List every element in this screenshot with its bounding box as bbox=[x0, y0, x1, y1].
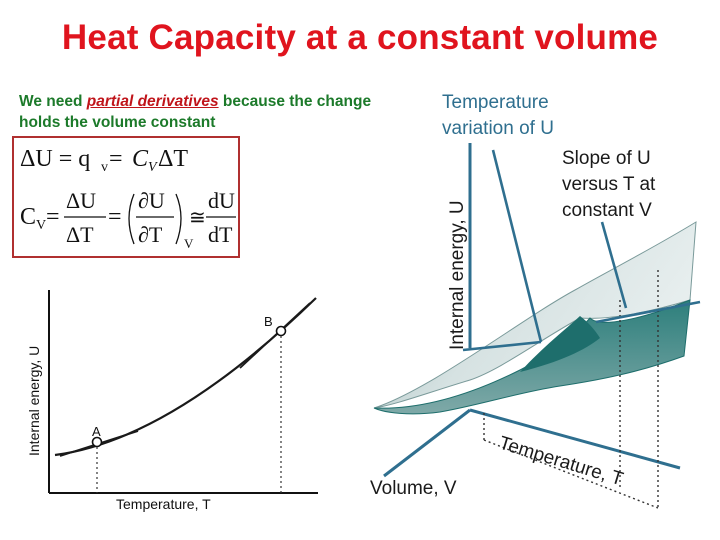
eq2-eq1: = bbox=[46, 204, 60, 230]
intro-post: because the change holds the volume cons… bbox=[19, 93, 372, 131]
frac3-den: dT bbox=[208, 222, 233, 247]
surface-cut bbox=[520, 316, 600, 372]
slope-line2: versus T at bbox=[562, 174, 656, 195]
intro-pre: We need bbox=[19, 93, 87, 110]
point-b bbox=[275, 325, 287, 337]
volume-axis bbox=[383, 408, 471, 478]
point-a bbox=[91, 436, 103, 448]
point-b-label: B bbox=[264, 314, 273, 329]
equation-box: ΔU = q v = C V ΔT C V = ΔU ΔT = ∂U ∂T V … bbox=[12, 136, 240, 258]
x-axis-label: Temperature, T bbox=[116, 496, 211, 512]
frac2-sub: V bbox=[184, 236, 194, 251]
frac1-den: ΔT bbox=[66, 222, 94, 247]
eq1-lhs: ΔU = q bbox=[20, 146, 90, 172]
surface-front bbox=[373, 299, 691, 415]
intro-highlight: partial derivatives bbox=[86, 93, 219, 110]
pointer-slope-foot bbox=[595, 300, 701, 324]
slope-line1: Slope of U bbox=[562, 148, 651, 169]
eq1-mid: = bbox=[109, 146, 123, 172]
tangent-b bbox=[239, 302, 311, 369]
z-axis-label: Internal energy, U bbox=[447, 200, 468, 350]
temperature-axis bbox=[469, 408, 681, 470]
volume-axis-label: Volume, V bbox=[370, 478, 457, 499]
eq2-lhs-sub: V bbox=[36, 218, 46, 233]
caption-line2: variation of U bbox=[442, 118, 554, 139]
eq2-lhs: C bbox=[20, 204, 36, 230]
frac2-den: ∂T bbox=[138, 222, 163, 247]
frac1-num: ΔU bbox=[66, 188, 96, 213]
eq1-c: C bbox=[132, 146, 149, 172]
caption-line1: Temperature bbox=[442, 92, 549, 113]
page-title: Heat Capacity at a constant volume bbox=[61, 18, 659, 57]
approx-sign: ≅ bbox=[189, 207, 206, 229]
guide-4 bbox=[483, 439, 659, 509]
temperature-axis-label: Temperature, T bbox=[497, 433, 626, 491]
point-a-label: A bbox=[92, 424, 101, 439]
y-axis-label: Internal energy, U bbox=[26, 346, 42, 456]
eq1-rhs: ΔT bbox=[158, 146, 188, 172]
energy-surface-diagram: Temperature variation of U Slope of U ve… bbox=[370, 92, 701, 509]
pointer-slope bbox=[600, 221, 628, 309]
eq1-sub: v bbox=[101, 160, 108, 175]
frac3-num: dU bbox=[208, 188, 235, 213]
frac2-num: ∂U bbox=[138, 188, 165, 213]
pointer-variation bbox=[491, 149, 543, 343]
intro-text: We need partial derivatives because the … bbox=[19, 91, 399, 133]
slope-line3: constant V bbox=[562, 200, 652, 221]
eq1-csub: V bbox=[148, 160, 158, 175]
equation-svg: ΔU = q v = C V ΔT C V = ΔU ΔT = ∂U ∂T V … bbox=[20, 146, 236, 251]
pointer-variation-foot bbox=[462, 340, 542, 352]
paren-left bbox=[128, 193, 135, 245]
eq2-eq2: = bbox=[108, 204, 122, 230]
energy-temperature-graph: A B Internal energy, U Temperature, T bbox=[26, 290, 318, 512]
paren-right bbox=[175, 193, 182, 245]
